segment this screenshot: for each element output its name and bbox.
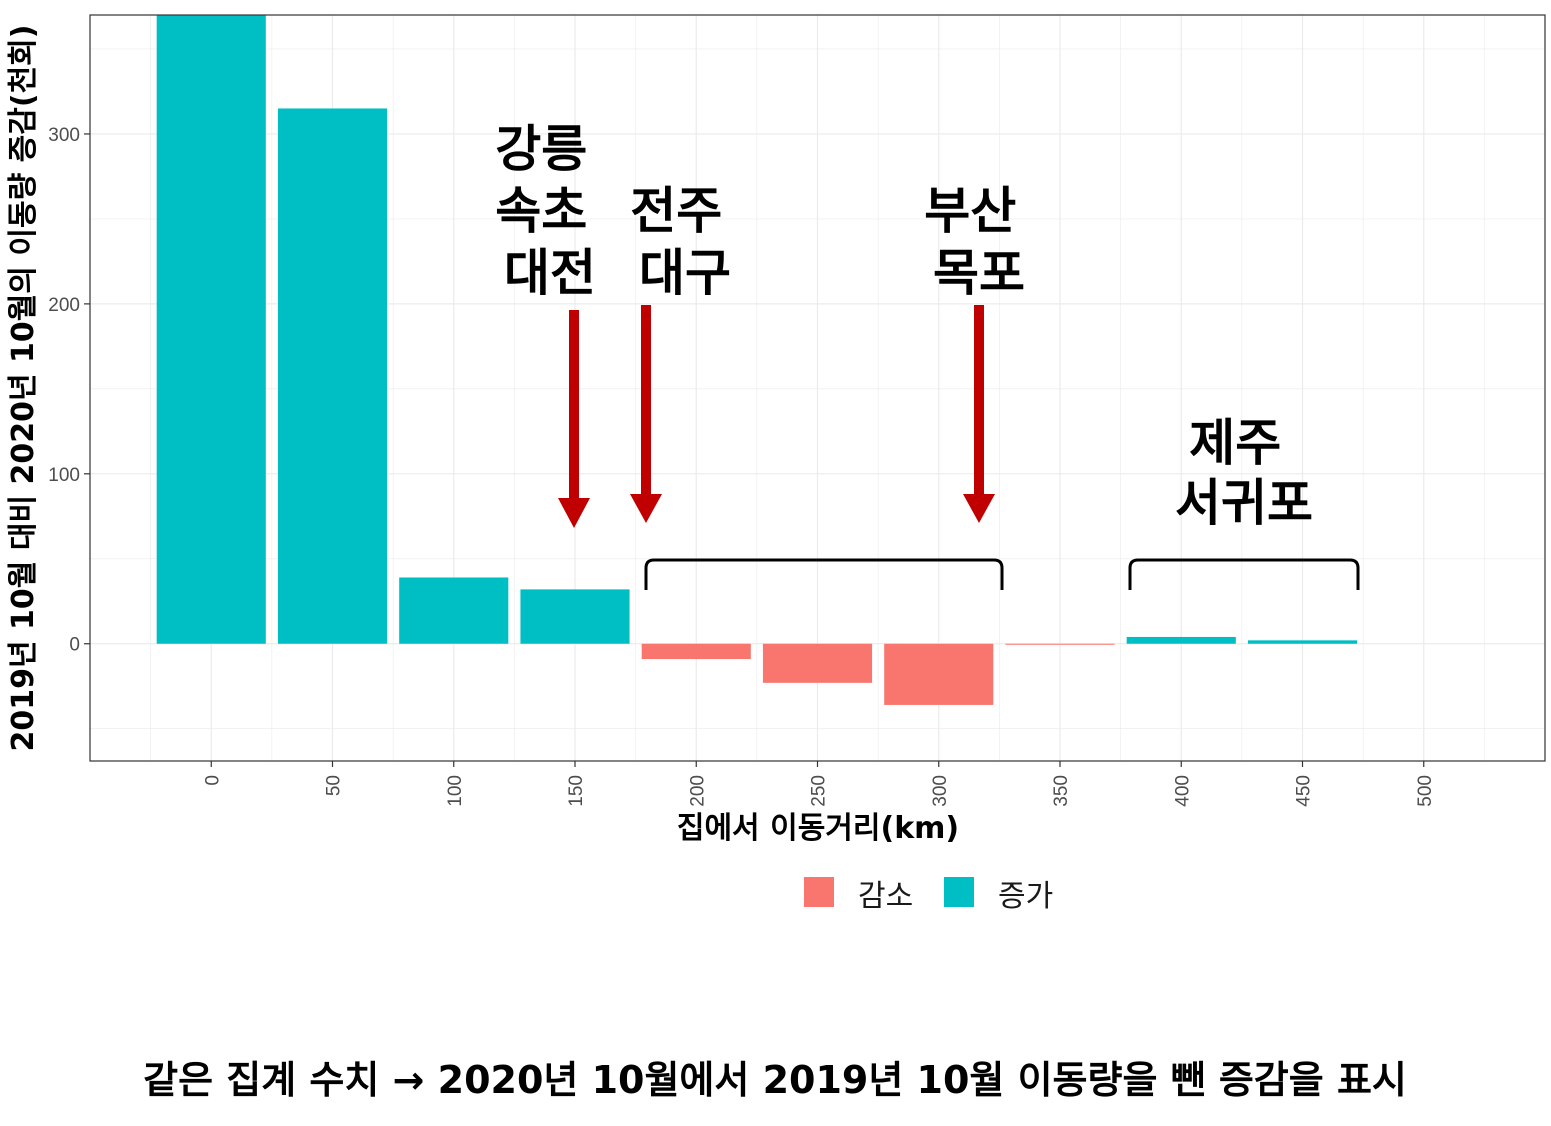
x-tick-label: 300 bbox=[930, 775, 951, 807]
x-tick-label: 350 bbox=[1051, 775, 1072, 807]
caption: 같은 집계 수치 → 2020년 10월에서 2019년 10월 이동량을 뺀 … bbox=[143, 1058, 1407, 1102]
x-tick-label: 500 bbox=[1415, 775, 1436, 807]
annotation-line: 전주 bbox=[630, 182, 722, 240]
legend-key-decrease bbox=[804, 877, 834, 907]
y-axis-title: 2019년 10월 대비 2020년 10월의 이동량 증감(천회) bbox=[6, 25, 41, 752]
x-tick-label: 400 bbox=[1172, 775, 1193, 807]
annotation-line: 대구 bbox=[639, 244, 731, 302]
y-tick-label: 100 bbox=[48, 465, 80, 486]
arrow-gangneung bbox=[558, 310, 590, 528]
svg-text:제주 서귀포: 제주 서귀포 bbox=[1175, 414, 1313, 532]
arrow-busan bbox=[963, 305, 995, 523]
bars bbox=[156, 15, 1358, 705]
bracket-jeju-range bbox=[1128, 558, 1360, 590]
bar bbox=[641, 643, 751, 660]
bar bbox=[399, 577, 509, 644]
bar bbox=[762, 643, 873, 683]
annotation-jeju: 제주 서귀포 bbox=[1175, 414, 1313, 532]
y-tick-label: 0 bbox=[69, 635, 80, 656]
annotation-line: 대전 bbox=[504, 244, 596, 302]
annotation-line: 제주 bbox=[1189, 414, 1281, 472]
bar bbox=[277, 108, 388, 644]
bar bbox=[520, 589, 630, 644]
annotation-line: 강릉 bbox=[495, 120, 587, 178]
arrow-jeonju bbox=[630, 305, 662, 523]
bar bbox=[1247, 640, 1358, 644]
y-axis-ticks: 0 100 200 300 bbox=[48, 125, 90, 656]
legend-label-decrease: 감소 bbox=[858, 879, 913, 914]
annotation-line: 속초 bbox=[495, 182, 587, 240]
annotation-busan: 부산 목포 bbox=[924, 182, 1033, 302]
svg-text:부산 목포: 부산 목포 bbox=[924, 182, 1033, 302]
bracket-decrease-range bbox=[644, 558, 1004, 590]
x-tick-label: 0 bbox=[202, 775, 223, 786]
x-tick-label: 150 bbox=[566, 775, 587, 807]
x-tick-label: 250 bbox=[809, 775, 830, 807]
x-tick-label: 100 bbox=[445, 775, 466, 807]
annotation-jeonju: 전주 대구 bbox=[630, 182, 739, 302]
x-axis-title: 집에서 이동거리(km) bbox=[677, 811, 959, 846]
legend-key-increase bbox=[944, 877, 974, 907]
svg-text:강릉 속초 대전: 강릉 속초 대전 bbox=[495, 120, 604, 302]
bar bbox=[156, 15, 266, 644]
annotation-line: 부산 bbox=[924, 182, 1016, 240]
y-tick-label: 300 bbox=[48, 125, 80, 146]
svg-text:전주 대구: 전주 대구 bbox=[630, 182, 739, 302]
annotation-gangneung: 강릉 속초 대전 bbox=[495, 120, 604, 302]
annotation-line: 목포 bbox=[933, 244, 1025, 302]
bar bbox=[1005, 643, 1115, 645]
x-tick-label: 450 bbox=[1294, 775, 1315, 807]
legend-label-increase: 증가 bbox=[998, 879, 1053, 914]
x-tick-label: 50 bbox=[324, 775, 345, 796]
y-tick-label: 200 bbox=[48, 295, 80, 316]
annotation-line: 서귀포 bbox=[1175, 474, 1313, 532]
x-axis-ticks: 0 50 100 150 200 250 300 350 400 450 500 bbox=[202, 761, 1436, 807]
bar bbox=[884, 643, 994, 705]
x-tick-label: 200 bbox=[687, 775, 708, 807]
bar bbox=[1126, 636, 1236, 644]
legend: 감소 증가 bbox=[804, 877, 1053, 914]
